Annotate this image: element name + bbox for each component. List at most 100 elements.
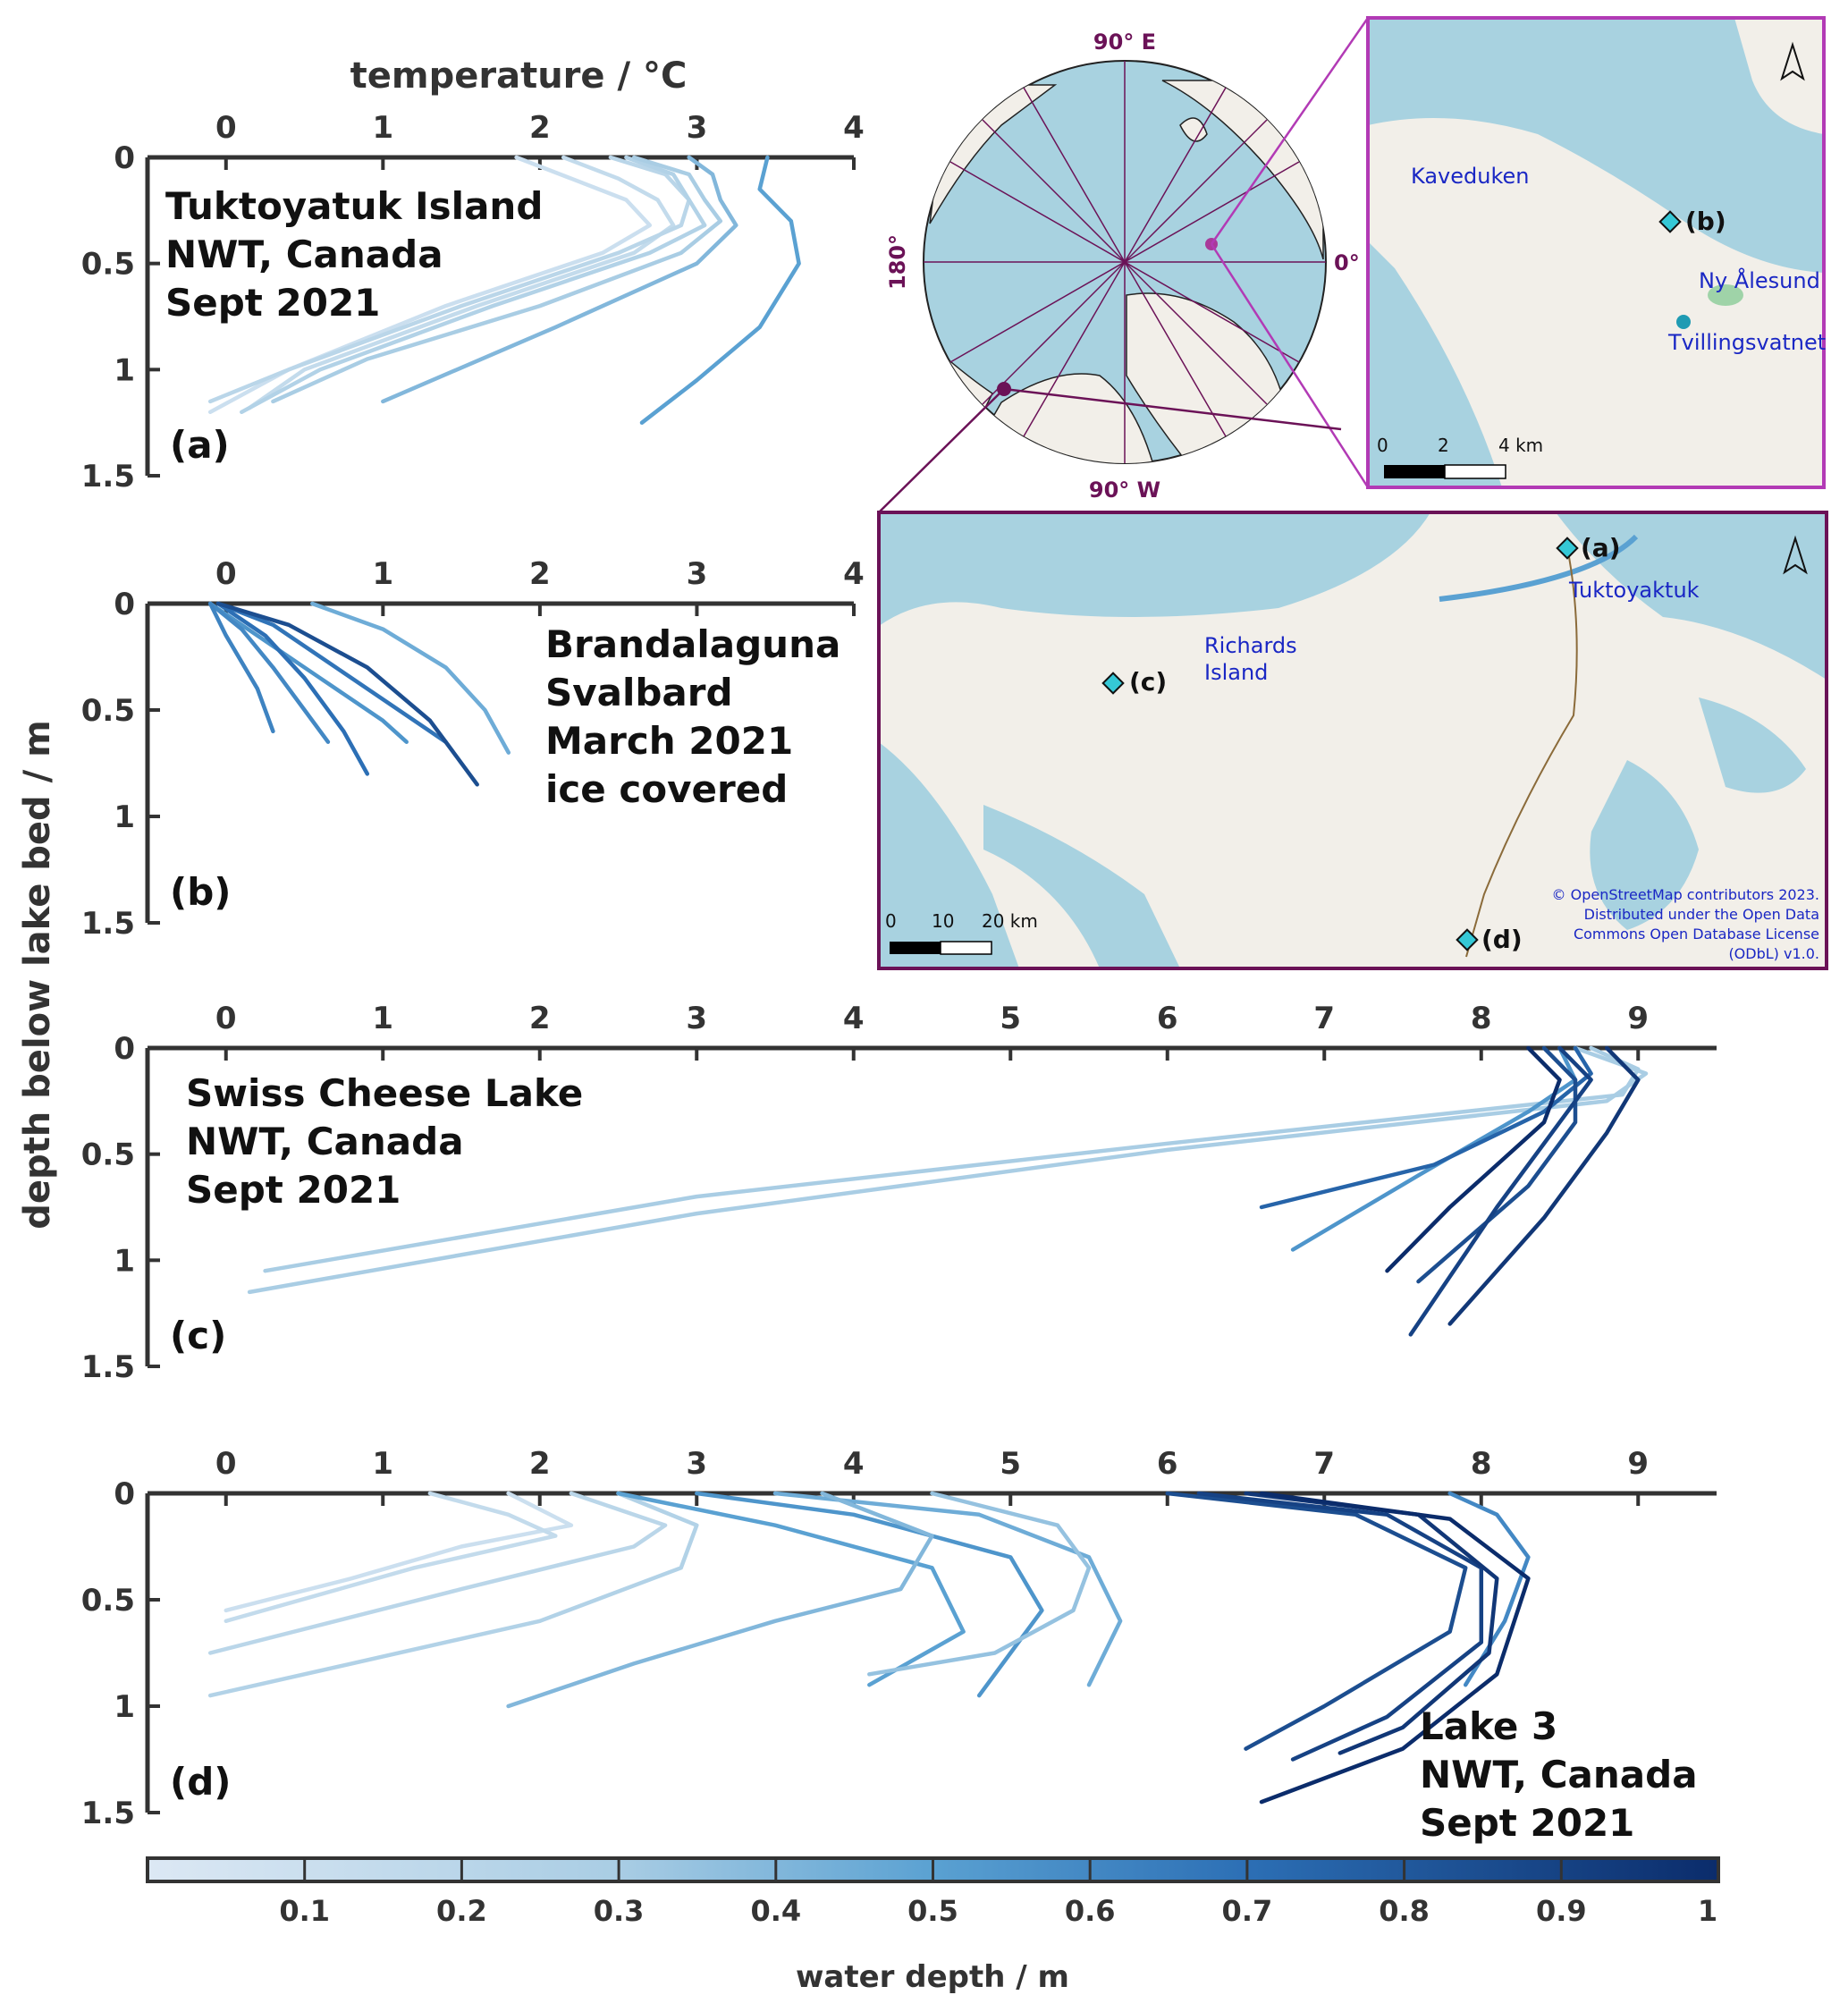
profile-line	[1447, 1045, 1641, 1326]
y-tick-label: 0.5	[81, 1583, 135, 1619]
y-tick-label: 0	[114, 140, 135, 176]
beaufort-sea	[879, 512, 1430, 626]
svalbard-scalebar-white	[1444, 464, 1506, 479]
zoom-line-b2	[1210, 243, 1370, 488]
x-tick-label: 1	[372, 1001, 393, 1036]
x-tick-label: 2	[529, 1446, 551, 1482]
colorbar-tick-label: 0.1	[279, 1894, 330, 1928]
panel-d: 0 1 2 3 4 5 6 7 8 9 0 0.5 1 1.5 Lake 3 NWT, Canada Sept …	[81, 1446, 1717, 1845]
mackenzie-scale-10: 10	[932, 910, 954, 932]
panel-annotation-line: NWT, Canada	[1420, 1753, 1698, 1796]
mackenzie-scale-20: 20 km	[982, 910, 1038, 932]
profile-line	[1290, 1045, 1578, 1252]
panel-annotation-line: ice covered	[545, 767, 788, 811]
svalbard-inset: Kaveduken Ny Ålesund Tvillingsvatnet (b)…	[1366, 16, 1826, 489]
y-tick-label: 0.5	[81, 1137, 135, 1173]
profile-line	[772, 1491, 1123, 1687]
road	[1465, 546, 1578, 958]
profile-panels: 0 1 2 3 4 0 0.5 1 1.5 temperature / °C Tuktoyatuk …	[81, 55, 1717, 1845]
site-d-label: (d)	[1481, 925, 1523, 954]
svalbard-scalebar-black	[1384, 465, 1445, 478]
profile-line	[695, 1491, 1044, 1698]
colorbar-ticks: 0.1 0.2 0.3 0.4 0.5 0.6 0.7 0.8 0.9 1	[279, 1858, 1720, 1928]
x-tick-label: 0	[215, 1001, 237, 1036]
x-tick-label: 6	[1157, 1446, 1178, 1482]
site-a-marker	[1556, 537, 1579, 560]
profile-line	[639, 155, 801, 425]
delta-river	[1439, 534, 1639, 602]
profile-line	[207, 1491, 668, 1655]
place-island: Island	[1204, 660, 1268, 685]
panel-a: 0 1 2 3 4 0 0.5 1 1.5 temperature / °C Tuktoyatuk …	[81, 55, 865, 495]
panel-annotation-line: Sept 2021	[186, 1168, 401, 1212]
x-tick-label: 0	[215, 556, 237, 592]
west-water	[879, 742, 1019, 968]
profile-line	[215, 601, 370, 776]
x-tick-label: 2	[529, 110, 551, 146]
colorbar-tick-label: 0.7	[1222, 1894, 1273, 1928]
profile-line	[1259, 1045, 1593, 1210]
x-tick-label: 6	[1157, 1001, 1178, 1036]
y-tick-label: 0	[114, 587, 135, 622]
x-tick-label: 3	[686, 1446, 707, 1482]
x-tick-label: 2	[529, 1001, 551, 1036]
profile-line	[1196, 1491, 1484, 1762]
polar-meridians	[924, 61, 1326, 463]
delta-channel	[983, 805, 1180, 968]
place-richards: Richards	[1204, 633, 1297, 658]
panel-b: 0 1 2 3 4 0 0.5 1 1.5 Brandalaguna Svalbard March 2…	[81, 556, 865, 942]
panel-annotation-line: NWT, Canada	[165, 232, 443, 276]
zoom-line-a1	[878, 388, 1005, 513]
polar-label-90w: 90° W	[1089, 478, 1160, 503]
colorbar: 0.1 0.2 0.3 0.4 0.5 0.6 0.7 0.8 0.9 1 water depth…	[146, 1856, 1720, 1995]
place-tuktoyaktuk: Tuktoyaktuk	[1568, 578, 1700, 603]
colorbar-tick-label: 0.3	[594, 1894, 645, 1928]
profile-line	[263, 1045, 1641, 1273]
credit-line-4: (ODbL) v1.0.	[1728, 945, 1819, 962]
profile-line	[207, 601, 409, 744]
colorbar-tick-label: 0.2	[436, 1894, 487, 1928]
profile-line	[1165, 1491, 1468, 1751]
polar-label-90e: 90° E	[1093, 30, 1156, 55]
profile-line	[310, 601, 511, 755]
site-c-label: (c)	[1129, 667, 1167, 697]
y-tick-label: 1.5	[81, 459, 135, 495]
panel-annotation-line: March 2021	[545, 719, 793, 763]
polar-map: 90° E 180° 0° 90° W	[878, 17, 1370, 513]
zoom-line-a2	[1003, 387, 1342, 431]
colorbar-tick-label: 0.9	[1536, 1894, 1587, 1928]
credit-line-1: © OpenStreetMap contributors 2023.	[1552, 886, 1819, 903]
x-tick-label: 5	[1000, 1446, 1021, 1482]
y-tick-label: 0.5	[81, 247, 135, 283]
panel-annotation-line: Sept 2021	[1420, 1801, 1634, 1845]
inland-lake-1	[1590, 760, 1699, 930]
x-tick-label: 1	[372, 1446, 393, 1482]
profile-line	[1408, 1045, 1593, 1337]
x-tick-label: 9	[1627, 1446, 1649, 1482]
site-d-marker	[1456, 928, 1479, 951]
place-ny-alesund: Ny Ålesund	[1699, 267, 1820, 293]
colorbar-tick-label: 0.5	[907, 1894, 958, 1928]
colorbar-tick-label: 0.6	[1065, 1894, 1116, 1928]
site-a-label: (a)	[1581, 533, 1621, 562]
panel-annotation-line: Lake 3	[1420, 1704, 1557, 1748]
panel-annotation-line: Svalbard	[545, 671, 733, 714]
y-tick-label: 1.5	[81, 1349, 135, 1385]
profile-line	[1259, 1491, 1531, 1805]
mackenzie-scalebar-black	[890, 942, 941, 954]
site-b-marker	[1658, 210, 1682, 233]
north-arrow-icon	[1780, 41, 1805, 81]
svalbard-scale-0: 0	[1377, 435, 1388, 456]
panel-c: 0 1 2 3 4 5 6 7 8 9 0 0.5 1 1.5 Swiss Cheese Lake NWT, …	[81, 1001, 1717, 1385]
x-axis-label: temperature / °C	[350, 55, 688, 97]
x-tick-label: 0	[215, 1446, 237, 1482]
tvillingsvatnet-dot	[1676, 315, 1691, 329]
y-tick-label: 0	[114, 1476, 135, 1512]
mackenzie-frame	[877, 511, 1828, 970]
polar-label-180: 180°	[885, 234, 910, 290]
profile-line	[381, 155, 738, 404]
x-tick-label: 8	[1471, 1001, 1492, 1036]
y-tick-label: 1	[114, 799, 135, 835]
credit-line-2: Distributed under the Open Data	[1584, 906, 1819, 923]
